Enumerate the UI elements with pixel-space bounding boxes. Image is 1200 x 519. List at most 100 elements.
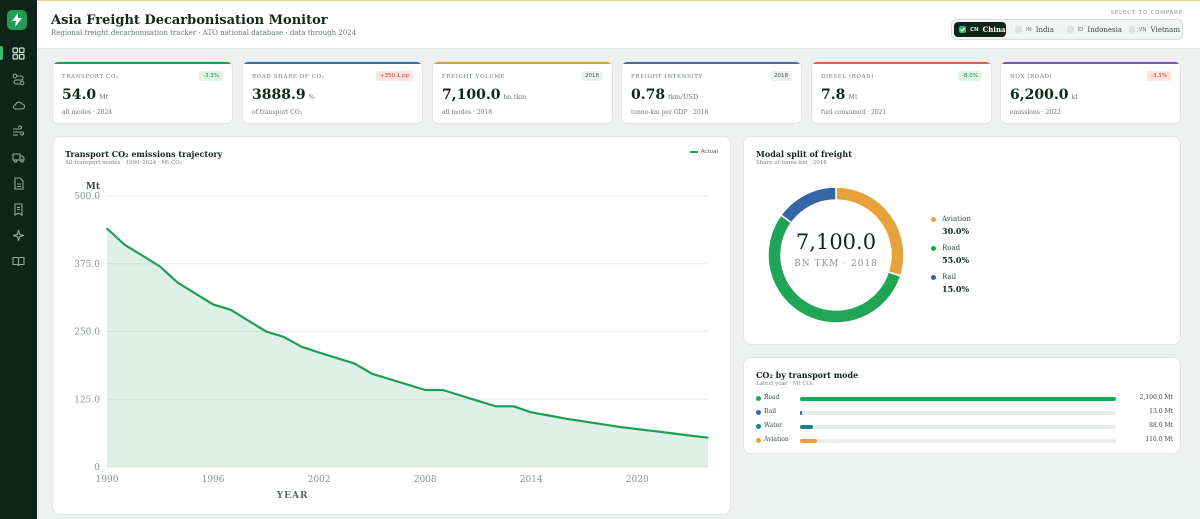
mode-row-water[interactable]: Water 88.0 Mt [756, 422, 1173, 432]
modal-split-panel: Modal split of freight Share of tonne-km… [743, 136, 1181, 345]
donut-slice-rail [779, 186, 837, 224]
x-tick-label: 2020 [626, 475, 649, 485]
data-point [689, 434, 692, 437]
kpi-value-number: 54.0 [62, 87, 97, 103]
bolt-logo-icon[interactable] [7, 10, 27, 30]
kpi-card-road-share[interactable]: ROAD SHARE OF CO₂ +350.1 pp 3888.9% of t… [242, 61, 423, 124]
kpi-card-freight-volume[interactable]: FREIGHT VOLUME 2018 7,100.0 bn tkm all mo… [432, 61, 613, 124]
kpi-card-transport-co2[interactable]: TRANSPORT CO₂ -3.3% 54.0 Mt all modes · 2… [52, 61, 233, 124]
mode-row-road[interactable]: Road 2,100.0 Mt [756, 394, 1173, 404]
mode-dot [756, 424, 761, 429]
kpi-value: 6,200.0 kt [1010, 87, 1078, 103]
kpi-note: of transport CO₂ [252, 109, 303, 116]
mode-value: 13.0 Mt [1149, 408, 1173, 415]
mode-value: 2,100.0 Mt [1139, 394, 1173, 401]
kpi-accent-bar [622, 62, 801, 64]
truck-icon[interactable] [12, 151, 25, 164]
legend-name: Road [942, 244, 961, 252]
panel-title: Modal split of freight [756, 149, 852, 159]
kpi-label: DIESEL (ROAD) [821, 74, 874, 80]
country-name: Vietnam [1150, 25, 1180, 34]
data-point [106, 227, 108, 230]
kpi-note: all modes · 2024 [62, 109, 113, 116]
dashboard-icon[interactable] [12, 47, 25, 60]
data-point [442, 389, 444, 391]
kpi-card-nox-road[interactable]: NOX (ROAD) -3.3% 6,200.0 kt emissions · 2… [1000, 61, 1181, 124]
x-tick-label: 1990 [96, 475, 119, 485]
legend-swatch [689, 151, 698, 153]
country-toggle-in[interactable]: IN India [1010, 22, 1060, 37]
policy-icon[interactable] [12, 203, 25, 216]
y-tick-label: 250.0 [74, 328, 100, 338]
data-point [176, 281, 179, 284]
data-point [601, 423, 603, 425]
data-point [671, 432, 674, 435]
kpi-year-badge: 2018 [581, 71, 603, 81]
data-point [565, 417, 568, 420]
kpi-change-badge: -3.3% [1147, 71, 1171, 81]
kpi-label: FREIGHT INTENSITY [631, 74, 703, 80]
kpi-accent-bar [812, 62, 991, 64]
panel-subtitle: Latest year · Mt CO₂ [756, 381, 814, 387]
y-tick-label: 0 [94, 463, 100, 473]
country-toggle-cn[interactable]: CN China [954, 22, 1006, 37]
donut-legend-rail: Rail 15.0% [931, 273, 969, 294]
kpi-value-number: 0.78 [631, 87, 666, 103]
data-point [229, 309, 232, 311]
mode-name: Rail [764, 408, 777, 415]
country-name: India [1035, 25, 1054, 34]
x-tick-label: 2002 [308, 475, 331, 485]
kpi-value-number: 3888.9 [252, 87, 306, 103]
donut-center-value: 7,100.0 [795, 230, 877, 254]
checkbox-icon [1015, 26, 1022, 33]
kpi-accent-bar [433, 62, 612, 64]
kpi-card-diesel-road[interactable]: DIESEL (ROAD) -8.0% 7.8 Mt fuel consumed … [811, 61, 992, 124]
kpi-value: 0.78 tkm/USD [631, 87, 698, 103]
kpi-accent-bar [243, 62, 422, 64]
app-title: Asia Freight Decarbonisation Monitor [51, 13, 328, 28]
kpi-label: FREIGHT VOLUME [442, 74, 506, 80]
cloud-icon[interactable] [12, 99, 25, 112]
kpi-change-badge: +350.1 pp [375, 71, 413, 81]
mode-row-aviation[interactable]: Aviation 110.0 Mt [756, 436, 1173, 446]
kpi-unit: Mt [848, 93, 858, 101]
mode-row-rail[interactable]: Rail 13.0 Mt [756, 408, 1173, 418]
y-tick-label: 500.0 [74, 192, 100, 202]
country-toggle-id[interactable]: ID Indonesia [1062, 22, 1122, 37]
country-toggle-vn[interactable]: VN Vietnam [1124, 22, 1180, 37]
mode-bar-fill [800, 425, 814, 429]
kpi-unit: kt [1071, 93, 1079, 101]
panel-title: Transport CO₂ emissions trajectory [65, 149, 223, 159]
data-point [123, 243, 126, 246]
country-code: VN [1138, 26, 1147, 33]
y-tick-label: 125.0 [74, 395, 100, 405]
legend-dot [931, 274, 936, 280]
wind-icon[interactable] [12, 125, 25, 138]
data-point [459, 394, 462, 397]
x-axis-label: YEAR [276, 491, 309, 501]
legend-value: 30.0% [942, 226, 970, 236]
data-point [707, 436, 709, 439]
mode-bar-track [800, 439, 1116, 443]
kpi-card-freight-intensity[interactable]: FREIGHT INTENSITY 2018 0.78 tkm/USD tonne… [621, 61, 802, 124]
data-point [247, 319, 250, 322]
top-header: Asia Freight Decarbonisation Monitor Reg… [37, 0, 1200, 49]
data-point [371, 372, 373, 375]
data-point [265, 330, 267, 333]
data-point [212, 303, 214, 306]
mode-name: Road [764, 394, 780, 401]
checkbox-icon [1129, 26, 1135, 33]
route-icon[interactable] [12, 73, 25, 86]
document-icon[interactable] [12, 177, 25, 190]
mode-bar-fill [800, 411, 802, 415]
chart-legend[interactable]: Actual [689, 149, 718, 155]
donut-legend-road: Road 55.0% [931, 244, 969, 265]
legend-name: Aviation [942, 215, 971, 223]
kpi-change-badge: -3.3% [199, 71, 223, 81]
data-point [300, 345, 303, 348]
data-point [159, 265, 161, 268]
sparkle-icon[interactable] [12, 229, 25, 242]
legend-name: Rail [942, 273, 957, 281]
app-subtitle: Regional freight decarbonisation tracker… [51, 29, 357, 37]
book-icon[interactable] [12, 255, 25, 268]
